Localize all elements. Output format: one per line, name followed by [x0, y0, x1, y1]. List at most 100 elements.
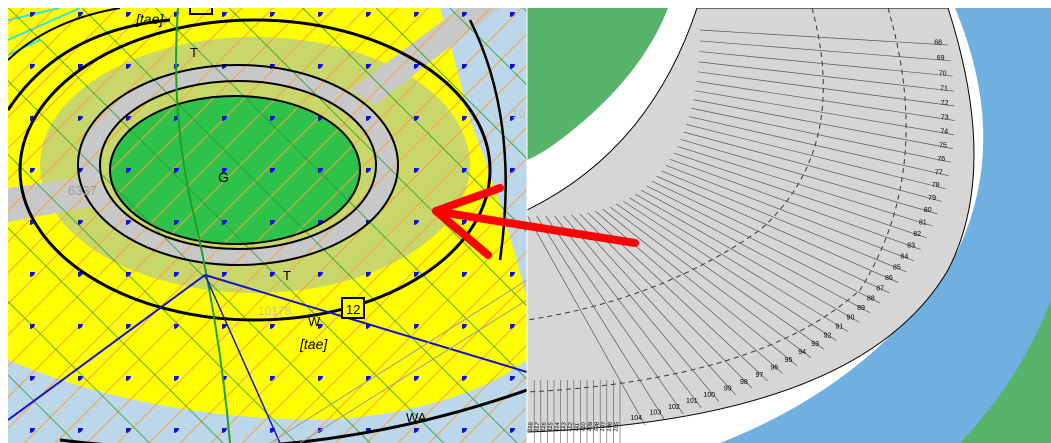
seat-divider-line	[563, 215, 720, 402]
seat-divider-line	[673, 152, 928, 239]
seat-number: 80	[924, 207, 932, 214]
seat-divider-line	[695, 90, 955, 136]
parcel-label-left: 6337	[68, 183, 97, 198]
seat-number: 116	[540, 421, 548, 432]
seat-number: 84	[900, 254, 908, 261]
seat-divider-line	[689, 116, 949, 176]
seat-number: 89	[857, 305, 865, 312]
seat-number: 72	[941, 100, 949, 107]
seat-number: 71	[940, 85, 948, 92]
seat-divider-line	[669, 159, 921, 250]
seat-divider-line	[622, 200, 837, 341]
seat-number: 69	[937, 55, 945, 62]
seat-number: 86	[885, 275, 893, 282]
seat-number: 97	[755, 372, 763, 379]
seat-number: 115	[547, 421, 555, 432]
seat-divider-line	[699, 40, 951, 62]
seat-number: 92	[824, 332, 832, 339]
seat-number: 90	[847, 314, 855, 321]
t-label-bottom: T	[283, 268, 291, 283]
t-label-top: T	[190, 45, 198, 60]
seat-number: 114	[554, 421, 562, 432]
seat-number: 79	[928, 195, 936, 202]
seat-divider-line	[698, 61, 954, 92]
seat-number: 76	[937, 156, 945, 163]
parcel-label-bottom: 10178	[258, 304, 292, 318]
seat-divider-line	[680, 139, 938, 215]
red-arrow-icon	[432, 184, 639, 259]
seat-number: 78	[932, 182, 940, 189]
seat-number: 95	[785, 357, 793, 364]
seat-number: 111	[573, 422, 581, 433]
seat-divider-line	[677, 146, 933, 227]
seat-number: 85	[893, 265, 901, 272]
seat-number: 101	[686, 398, 698, 405]
seat-divider-line	[693, 99, 953, 149]
seat-number: 117	[534, 421, 542, 432]
seat-divider-line	[640, 189, 871, 314]
seat-number: 83	[907, 242, 915, 249]
seat-number: 118	[527, 421, 535, 432]
seat-divider-line	[646, 185, 881, 304]
seat-number: 77	[935, 169, 943, 176]
seat-divider-line	[686, 124, 946, 190]
seat-number: 107	[600, 421, 608, 433]
seat-number: 96	[770, 364, 778, 371]
seat-number: 112	[567, 421, 575, 432]
seat-number: 98	[740, 379, 748, 386]
left-zoning-map: [tae] T G 6337 T 10178 12 W [tae] WA 10	[8, 8, 527, 443]
seat-divider-line	[616, 203, 825, 350]
seat-divider-line	[629, 197, 849, 332]
seat-number: 110	[580, 421, 588, 432]
wa-label: WA	[406, 410, 427, 425]
seat-number: 106	[606, 421, 614, 433]
seat-number: 70	[939, 71, 947, 78]
seat-divider-line	[699, 51, 953, 77]
seat-number: 93	[811, 341, 819, 348]
seat-number: 99	[724, 386, 732, 393]
seat-divider-line	[697, 71, 955, 107]
seat-divider-line	[571, 214, 737, 396]
seat-divider-line	[699, 29, 949, 46]
seat-number: 82	[913, 231, 921, 238]
seat-divider-line	[554, 215, 702, 409]
zone-label-top: [tae]	[135, 11, 164, 27]
seat-divider-line	[536, 215, 665, 420]
seat-divider-line	[656, 175, 899, 283]
seat-divider-line	[691, 107, 952, 163]
seat-number: 102	[668, 404, 680, 411]
center-label: G	[218, 169, 229, 185]
edge-fragment-label: 10	[512, 107, 526, 121]
seat-divider-line	[545, 215, 684, 415]
seat-divider-line	[661, 170, 907, 273]
seat-number: 88	[867, 295, 875, 302]
seat-divider-line	[527, 214, 646, 426]
seat-divider-line	[635, 193, 860, 323]
seat-number: 108	[593, 421, 601, 433]
box-number-label: 12	[346, 302, 360, 317]
right-stadium-plan: 68 69 70 71 72 73 74 75 76 77 78 79 80 81 82 83 84 858687…	[527, 8, 1051, 443]
seat-divider-lines	[527, 29, 955, 443]
seat-number: 73	[941, 115, 949, 122]
w-label: W	[308, 314, 321, 329]
seat-divider-line	[696, 81, 955, 121]
seat-number: 68	[934, 40, 942, 47]
seat-number: 103	[650, 409, 662, 416]
seat-number: 105	[613, 421, 621, 433]
seat-divider-line	[665, 164, 914, 262]
seat-number: 81	[919, 219, 927, 226]
seat-number: 87	[876, 285, 884, 292]
seat-number: 104	[630, 415, 642, 422]
seat-divider-line	[579, 213, 753, 389]
seat-divider-line	[602, 208, 798, 366]
seat-number-labels: 68 69 70 71 72 73 74 75 76 77 78 79 80 81 82 83 84 858687…	[527, 40, 948, 433]
zone-label-bottom: [tae]	[299, 336, 328, 352]
seat-number: 113	[560, 421, 568, 432]
seat-number: 75	[939, 143, 947, 150]
seat-divider-line	[651, 180, 890, 294]
seat-divider-line	[609, 206, 812, 358]
seat-number: 94	[798, 349, 806, 356]
seat-number: 109	[587, 421, 595, 433]
seat-number: 74	[940, 129, 948, 136]
